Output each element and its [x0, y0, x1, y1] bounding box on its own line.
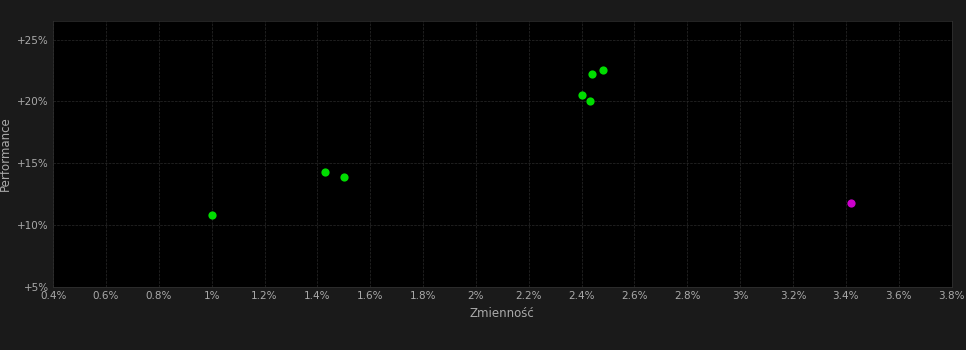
Y-axis label: Performance: Performance: [0, 117, 12, 191]
X-axis label: Zmienność: Zmienność: [469, 307, 535, 320]
Point: [336, 174, 352, 180]
Point: [595, 68, 611, 73]
Point: [204, 212, 219, 218]
Point: [584, 71, 600, 77]
Point: [318, 169, 333, 175]
Point: [582, 99, 597, 104]
Point: [843, 200, 859, 206]
Point: [574, 92, 589, 98]
